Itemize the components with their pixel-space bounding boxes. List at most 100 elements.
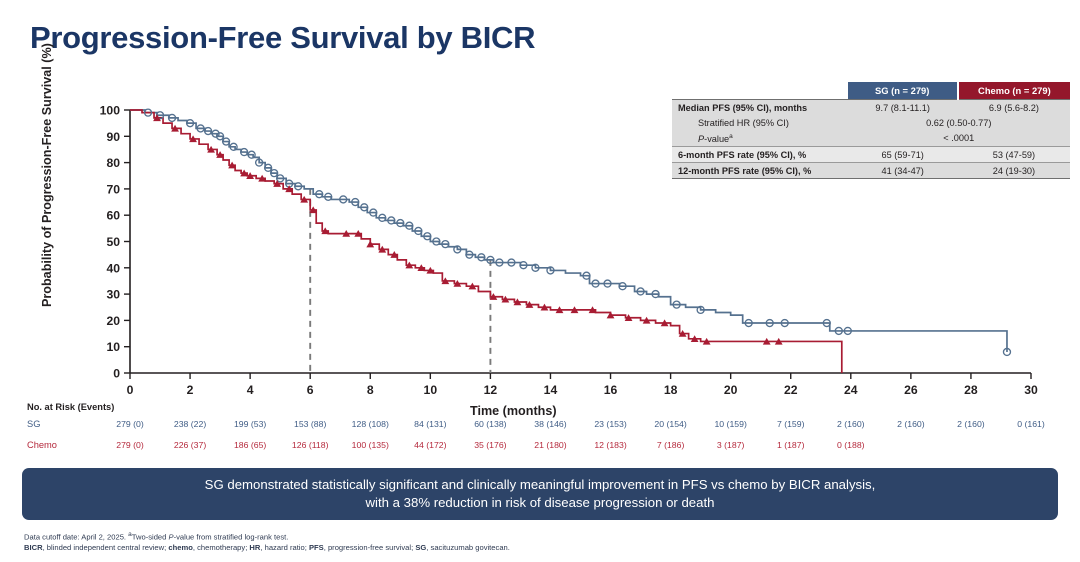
censor-marker-sg	[294, 182, 303, 191]
censor-marker-sg	[324, 192, 333, 201]
censor-marker-sg	[486, 255, 495, 265]
censor-marker-sg	[507, 258, 516, 267]
censor-marker-chemo	[300, 195, 309, 203]
y-tick-label: 20	[106, 314, 120, 328]
km-curve-sg	[130, 109, 1008, 352]
censor-marker-sg	[432, 237, 441, 246]
stats-value-median-pfs-chemo: 6.9 (5.6-8.2)	[957, 99, 1070, 115]
censor-marker-chemo	[426, 266, 435, 274]
censor-marker-chemo	[378, 245, 387, 253]
censor-marker-chemo	[690, 335, 699, 343]
risk-cell-chemo-t4: 186 (65)	[233, 440, 267, 450]
x-tick-label: 24	[844, 383, 858, 397]
stats-row-stratified-hr: Stratified HR (95% CI) 0.62 (0.50-0.77)	[672, 115, 1070, 130]
risk-cell-sg-t12: 60 (138)	[474, 419, 507, 429]
censor-marker-chemo	[321, 227, 330, 235]
censor-marker-sg	[211, 129, 220, 138]
risk-cell-chemo-t0: 279 (0)	[116, 440, 144, 450]
censor-marker-sg	[780, 318, 789, 328]
censor-marker-sg	[185, 118, 195, 128]
y-tick-label: 10	[106, 340, 120, 354]
censor-marker-sg	[636, 287, 645, 296]
x-tick-label: 6	[307, 383, 314, 397]
censor-marker-chemo	[489, 293, 498, 300]
risk-row-label-sg: SG	[27, 419, 41, 429]
censor-marker-sg	[221, 137, 231, 146]
censor-marker-sg	[495, 258, 504, 267]
stats-row-p-value: P-valuea < .0001	[672, 130, 1070, 147]
censor-marker-chemo	[354, 230, 363, 237]
censor-marker-sg	[351, 197, 360, 207]
y-tick-label: 70	[106, 182, 120, 196]
censor-marker-sg	[254, 158, 264, 167]
stats-row-median-pfs: Median PFS (95% CI), months 9.7 (8.1-11.…	[672, 99, 1070, 115]
censor-marker-chemo	[366, 240, 375, 248]
y-tick-label: 90	[106, 130, 120, 144]
censor-marker-chemo	[273, 180, 282, 187]
y-tick-label: 30	[106, 288, 120, 302]
risk-cell-sg-t28: 2 (160)	[957, 419, 985, 429]
censor-marker-sg	[360, 203, 369, 212]
stats-header-chemo: Chemo (n = 279)	[957, 82, 1070, 100]
censor-marker-chemo	[171, 124, 179, 132]
footnote-line-2-abbreviations: BICR, blinded independent central review…	[24, 543, 510, 553]
censor-marker-chemo	[342, 230, 351, 237]
page-title: Progression-Free Survival by BICR	[30, 20, 536, 55]
y-tick-label: 100	[100, 104, 121, 118]
y-tick-label: 60	[106, 209, 120, 223]
censor-marker-sg	[239, 147, 249, 157]
censor-marker-sg	[275, 174, 285, 183]
risk-cell-chemo-t12: 35 (176)	[474, 440, 507, 450]
censor-marker-sg	[378, 213, 387, 223]
x-tick-label: 20	[724, 383, 738, 397]
censor-marker-sg	[203, 126, 213, 136]
censor-marker-sg	[744, 318, 753, 328]
risk-cell-sg-t4: 199 (53)	[233, 419, 267, 429]
censor-marker-chemo	[762, 337, 771, 345]
censor-marker-chemo	[228, 161, 237, 169]
risk-cell-chemo-t6: 126 (118)	[291, 440, 329, 450]
censor-marker-sg	[582, 271, 591, 280]
censor-marker-chemo	[153, 114, 161, 122]
censor-marker-chemo	[678, 329, 687, 337]
censor-marker-sg	[339, 195, 348, 204]
censor-marker-chemo	[774, 337, 783, 345]
censor-marker-sg	[519, 260, 528, 270]
censor-marker-sg	[269, 168, 279, 178]
risk-row-label-chemo: Chemo	[27, 440, 57, 450]
risk-cell-sg-t30: 0 (161)	[1017, 419, 1045, 429]
stats-value-12month-chemo: 24 (19-30)	[957, 162, 1070, 180]
censor-marker-chemo	[240, 169, 249, 177]
risk-cell-sg-t6: 153 (88)	[294, 419, 327, 429]
stats-value-median-pfs-sg: 9.7 (8.1-11.1)	[847, 99, 958, 115]
statistics-table: SG (n = 279) Chemo (n = 279) Median PFS …	[672, 82, 1070, 180]
risk-cell-chemo-t2: 226 (37)	[173, 440, 207, 450]
stats-value-6month-sg: 65 (59-71)	[847, 146, 958, 163]
x-tick-label: 8	[367, 383, 374, 397]
banner-line-1: SG demonstrated statistically significan…	[204, 477, 876, 492]
censor-marker-chemo	[555, 306, 564, 314]
censor-marker-sg	[263, 163, 273, 173]
censor-marker-sg	[477, 253, 486, 262]
x-axis-title: Time (months)	[470, 404, 557, 418]
censor-marker-sg	[531, 263, 540, 272]
censor-marker-chemo	[285, 185, 294, 193]
censor-marker-chemo	[189, 135, 197, 143]
x-tick-label: 0	[127, 383, 134, 397]
censor-marker-chemo	[453, 279, 462, 287]
censor-marker-chemo	[246, 172, 255, 179]
censor-marker-chemo	[417, 264, 426, 271]
stats-label-stratified-hr: Stratified HR (95% CI)	[672, 115, 848, 130]
censor-marker-chemo	[624, 314, 633, 321]
risk-cell-sg-t10: 84 (131)	[414, 419, 447, 429]
y-tick-label: 40	[106, 261, 120, 275]
censor-marker-chemo	[660, 319, 669, 327]
risk-cell-sg-t18: 20 (154)	[654, 419, 687, 429]
censor-marker-chemo	[390, 251, 399, 258]
footnotes: Data cutoff date: April 2, 2025. aTwo-si…	[24, 530, 510, 554]
x-tick-label: 4	[247, 383, 254, 397]
censor-marker-sg	[441, 239, 450, 249]
censor-marker-chemo	[513, 298, 522, 306]
risk-cell-sg-t0: 279 (0)	[116, 419, 144, 429]
stats-header-sg: SG (n = 279)	[847, 82, 959, 100]
